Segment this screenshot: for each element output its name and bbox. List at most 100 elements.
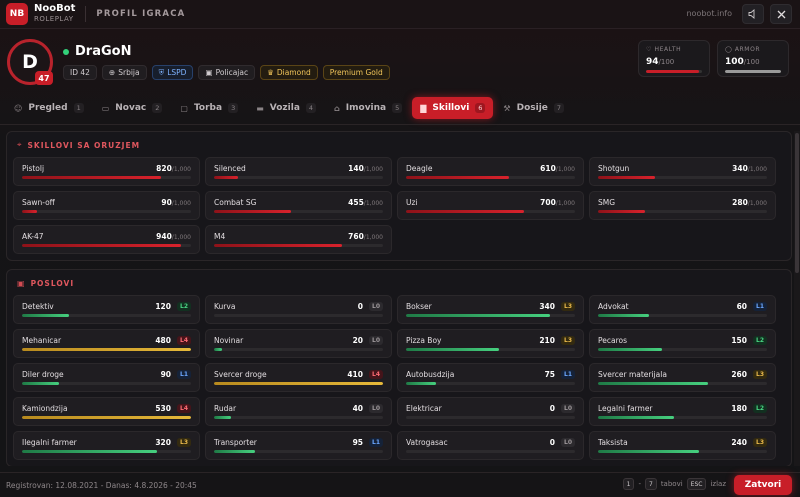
job-progress-bar (214, 348, 383, 351)
job-progress-fill (598, 382, 708, 385)
skill-progress-fill (22, 210, 38, 213)
close-button[interactable]: Zatvori (734, 475, 792, 495)
job-stats: 480 L4 (155, 336, 191, 345)
tab-label: Skillovi (432, 103, 470, 113)
key-hint: 1 (622, 478, 635, 490)
job-progress-fill (406, 314, 550, 317)
tab-pregled[interactable]: ☺ Pregled 1 (6, 97, 92, 119)
job-level-badge: L2 (177, 302, 191, 311)
skill-value: 90/1,000 (161, 198, 191, 207)
job-value: 210 (539, 336, 555, 345)
skill-value: 455/1,000 (348, 198, 383, 207)
skill-progress-bar (214, 176, 383, 179)
job-progress-fill (22, 314, 70, 317)
job-level-badge: L0 (369, 302, 383, 311)
chip-label: ID 42 (70, 68, 90, 77)
job-progress-bar (406, 416, 575, 419)
job-level-badge: L2 (753, 404, 767, 413)
site-link[interactable]: noobot.info (686, 9, 732, 18)
tab-torba[interactable]: ▢ Torba 3 (172, 97, 246, 119)
job-stats: 180 L2 (731, 404, 767, 413)
job-progress-fill (22, 348, 191, 351)
job-progress-fill (22, 416, 191, 419)
key-hint: 7 (644, 478, 657, 490)
skill-row: Sawn-off 90/1,000 (22, 197, 191, 208)
skill-progress-bar (22, 176, 191, 179)
profile-chip: ⊕ Srbija (101, 65, 147, 80)
job-progress-bar (598, 382, 767, 385)
job-level-badge: L3 (753, 438, 767, 447)
profile-chip: ⛨ LSPD (151, 65, 194, 80)
job-name: Diler droge (22, 370, 64, 379)
job-progress-bar (406, 382, 575, 385)
job-row: Detektiv 120 L2 (22, 301, 191, 312)
job-progress-bar (406, 348, 575, 351)
skill-card: M4 760/1,000 (205, 225, 392, 254)
skill-progress-bar (598, 210, 767, 213)
skill-progress-bar (598, 176, 767, 179)
health-stat: ♡ HEALTH 94/100 (638, 40, 710, 77)
skill-max: /1,000 (555, 200, 575, 207)
jobs-section: ▣ POSLOVI Detektiv 120 L2 Kurva 0 L0 Bokser 340… (6, 269, 792, 466)
level-badge: 47 (35, 71, 53, 85)
skill-row: Deagle 610/1,000 (406, 163, 575, 174)
job-name: Kurva (214, 302, 236, 311)
job-level-badge: L0 (561, 438, 575, 447)
weapon-skills-section: ⌖ SKILLOVI SA ORUZJEM Pistolj 820/1,000 Si… (6, 131, 792, 261)
tab-skillovi[interactable]: ▇ Skillovi 6 (412, 97, 494, 119)
profile-chip: ▣ Policajac (198, 65, 256, 80)
close-window-button[interactable] (770, 4, 792, 24)
job-value: 0 (549, 404, 555, 413)
job-level-badge: L3 (177, 438, 191, 447)
job-value: 0 (357, 302, 363, 311)
tab-count: 3 (228, 103, 239, 113)
profile-chip: Premium Gold (322, 65, 390, 80)
chart-icon: ▇ (420, 103, 427, 113)
job-stats: 120 L2 (155, 302, 191, 311)
skill-progress-bar (406, 210, 575, 213)
job-progress-fill (598, 416, 675, 419)
skill-row: Uzi 700/1,000 (406, 197, 575, 208)
mute-button[interactable] (742, 4, 764, 24)
key-hint: ESC (686, 478, 707, 490)
job-card: Ilegalni farmer 320 L3 (13, 431, 200, 460)
job-level-badge: L2 (753, 336, 767, 345)
skill-card: Shotgun 340/1,000 (589, 157, 776, 186)
job-level-badge: L1 (753, 302, 767, 311)
skill-value: 760/1,000 (348, 232, 383, 241)
job-stats: 60 L1 (737, 302, 767, 311)
job-progress-fill (214, 348, 223, 351)
job-stats: 20 L0 (353, 336, 383, 345)
job-progress-bar (22, 416, 191, 419)
skill-name: AK-47 (22, 232, 44, 241)
tab-label: Imovina (345, 103, 387, 113)
scrollbar-thumb[interactable] (795, 133, 799, 273)
job-card: Elektricar 0 L0 (397, 397, 584, 426)
job-progress-bar (22, 314, 191, 317)
job-value: 260 (731, 370, 747, 379)
job-level-badge: L1 (369, 438, 383, 447)
job-level-badge: L4 (177, 404, 191, 413)
tab-count: 4 (305, 103, 317, 113)
tab-vozila[interactable]: ▬ Vozila 4 (248, 97, 324, 119)
job-value: 20 (352, 336, 363, 345)
job-row: Autobusdzija 75 L1 (406, 369, 575, 380)
content-panel[interactable]: ⌖ SKILLOVI SA ORUZJEM Pistolj 820/1,000 Si… (6, 131, 792, 466)
scrollbar[interactable] (794, 131, 800, 466)
tab-dosije[interactable]: ⚒ Dosije 7 (495, 97, 572, 119)
job-level-badge: L1 (561, 370, 575, 379)
skill-row: AK-47 940/1,000 (22, 231, 191, 242)
job-card: Svercer materijala 260 L3 (589, 363, 776, 392)
briefcase-icon: ▣ (205, 68, 213, 77)
job-card: Detektiv 120 L2 (13, 295, 200, 324)
skill-card: AK-47 940/1,000 (13, 225, 200, 254)
skill-name: Sawn-off (22, 198, 55, 207)
job-card: Legalni farmer 180 L2 (589, 397, 776, 426)
tab-imovina[interactable]: ⌂ Imovina 5 (326, 97, 410, 119)
job-card: Transporter 95 L1 (205, 431, 392, 460)
job-progress-bar (598, 314, 767, 317)
tab-novac[interactable]: ▭ Novac 2 (94, 97, 171, 119)
skill-value: 940/1,000 (156, 232, 191, 241)
brand: NooBot ROLEPLAY (34, 4, 75, 24)
